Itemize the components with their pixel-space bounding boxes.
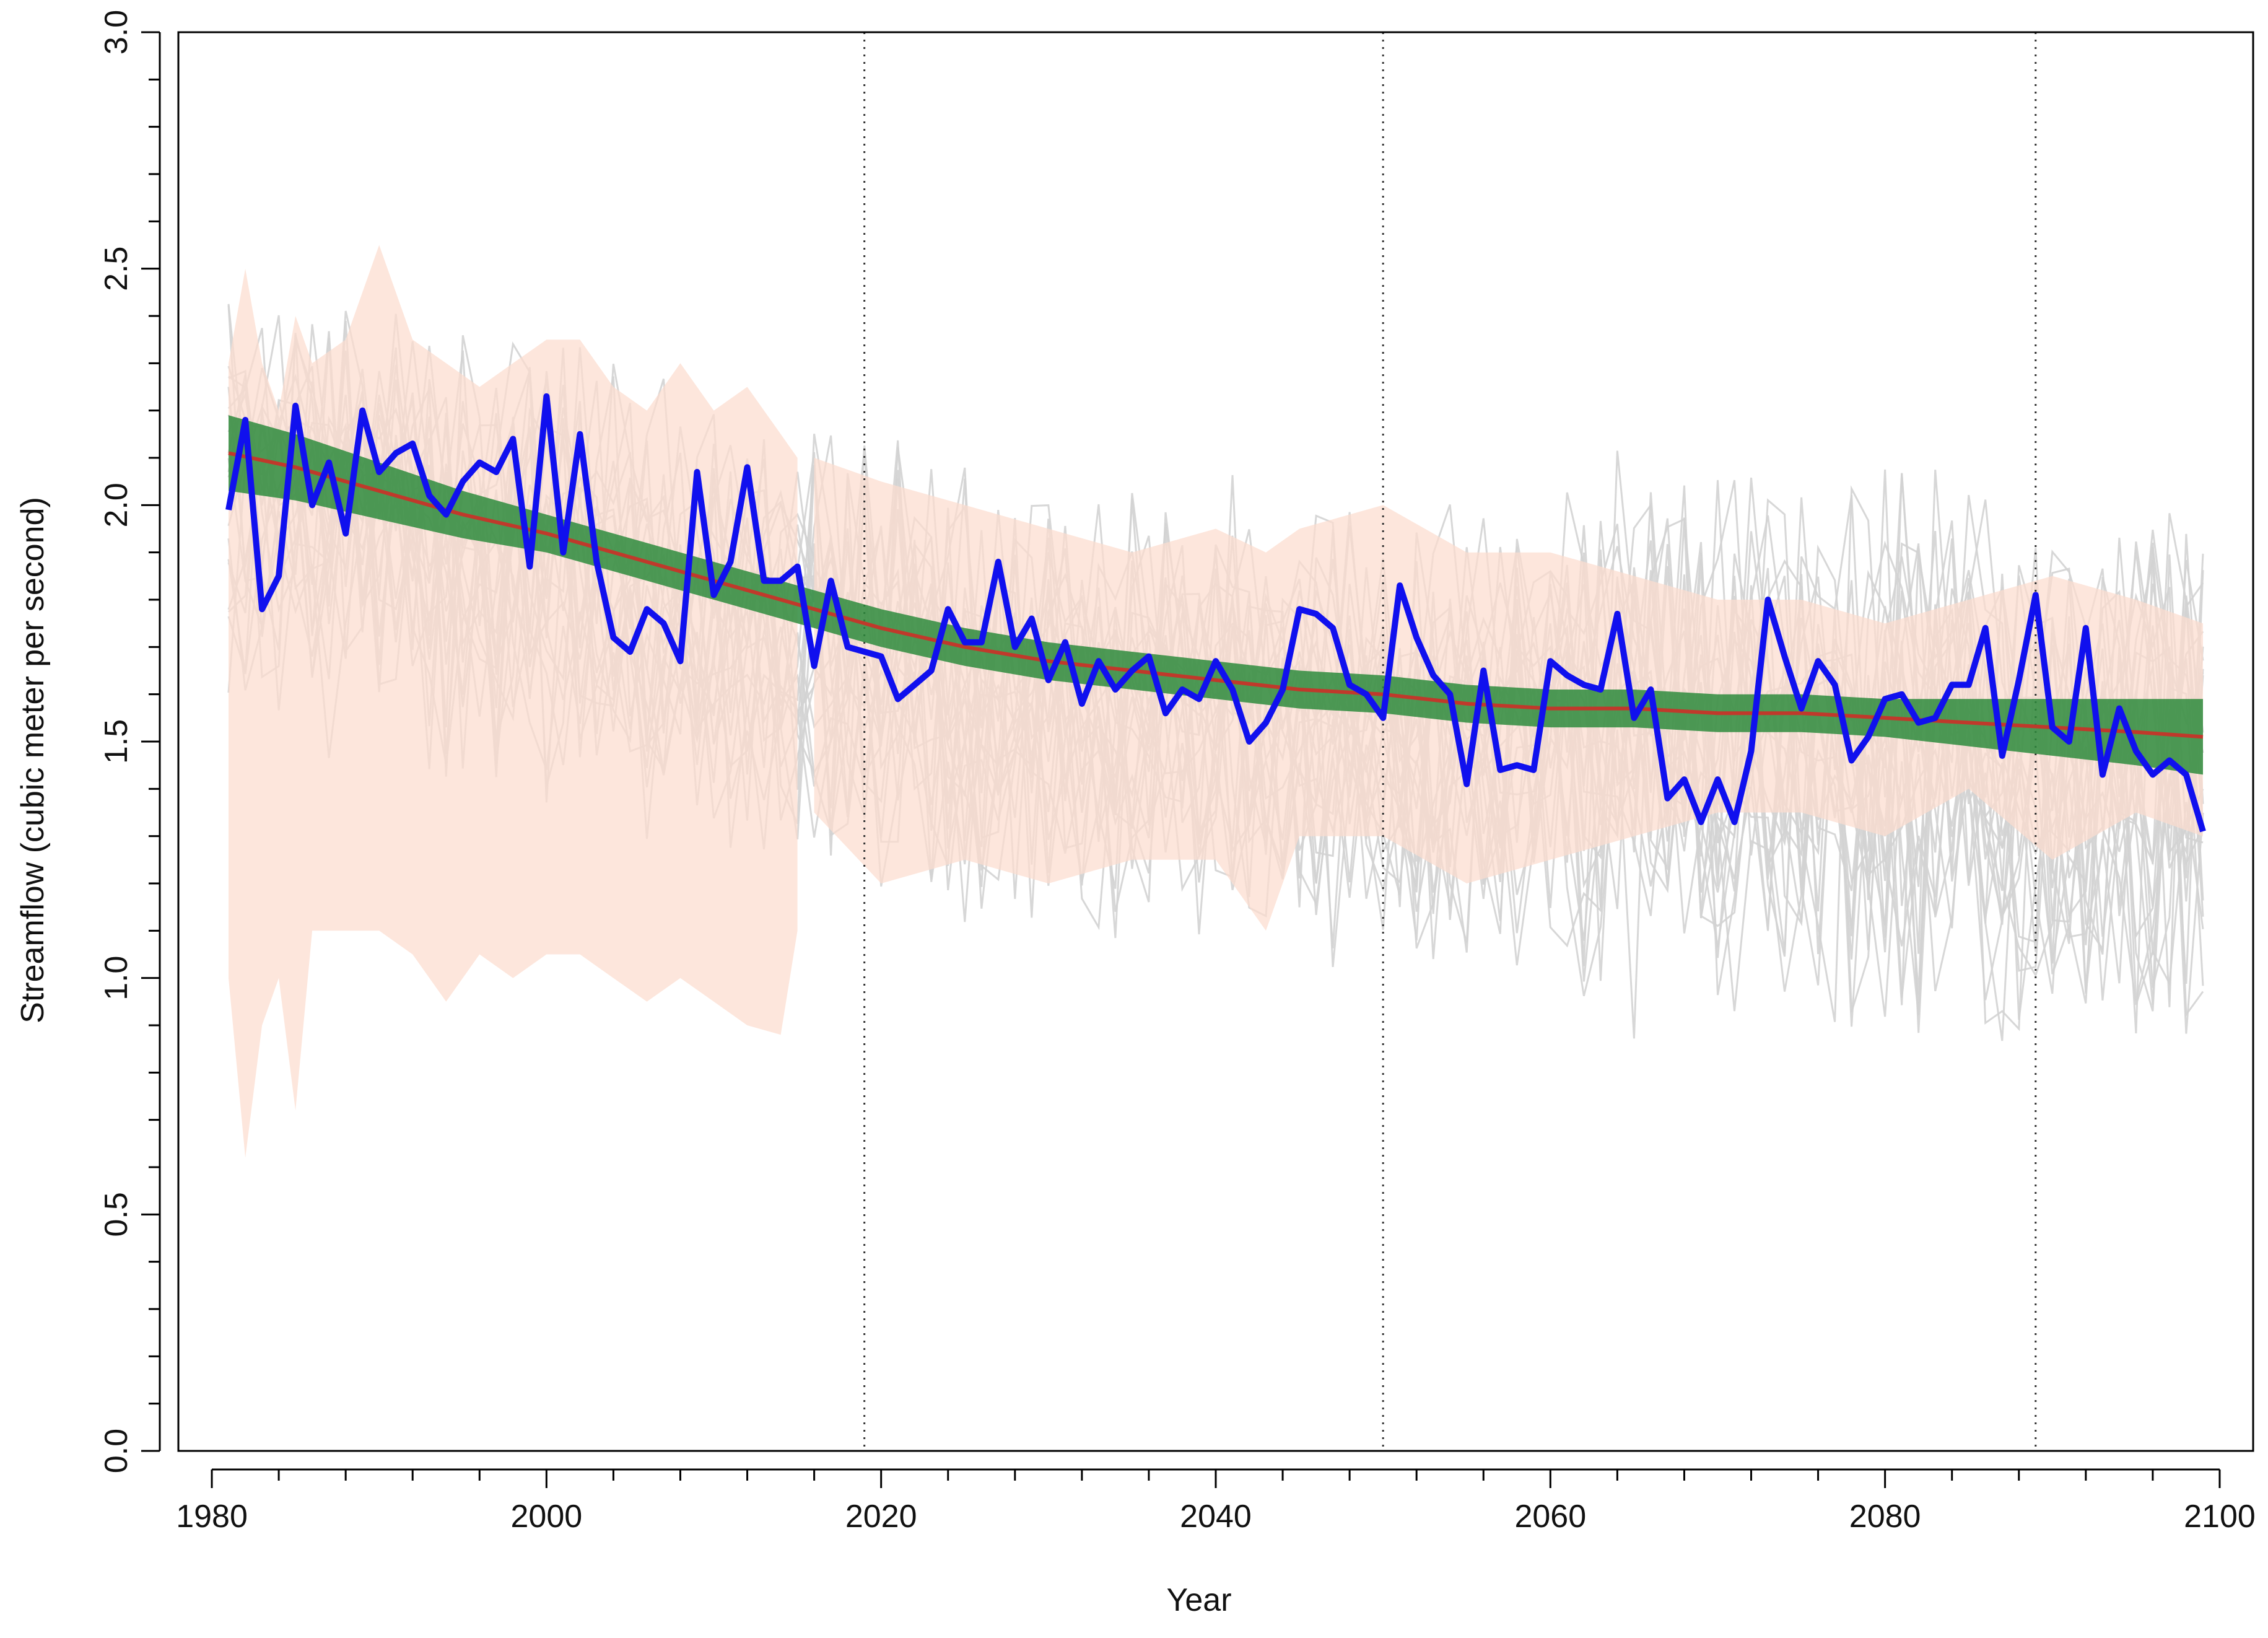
reference-lines-layer — [863, 32, 2037, 1451]
x-axis-title: Year — [1166, 1582, 1231, 1618]
plot-frame — [177, 31, 2254, 1452]
smoothed-trend-line — [228, 451, 2204, 739]
y-tick-label: 0.0 — [98, 1429, 134, 1473]
y-tick-label: 1.5 — [98, 719, 134, 764]
x-tick-label: 1980 — [176, 1499, 248, 1535]
x-tick-label: 2040 — [1180, 1499, 1252, 1535]
x-tick-label: 2100 — [2184, 1499, 2256, 1535]
y-tick-label: 0.5 — [98, 1192, 134, 1237]
y-tick-label: 2.5 — [98, 247, 134, 291]
y-tick-label: 3.0 — [98, 10, 134, 55]
axes-layer: 1980 2000 2020 2040 2060 2080 2100 0.0 0.5 1.0 1.5… — [98, 10, 2256, 1535]
y-tick-label: 1.0 — [98, 956, 134, 1001]
historical-uncertainty-band — [229, 245, 798, 1158]
x-tick-label: 2080 — [1849, 1499, 1921, 1535]
x-tick-label: 2060 — [1514, 1499, 1586, 1535]
x-tick-label: 2000 — [511, 1499, 583, 1535]
observed-series-line — [225, 393, 2206, 833]
y-axis-title: Streamflow (cubic meter per second) — [15, 497, 51, 1023]
observed-series-layer — [225, 393, 2206, 833]
x-tick-label: 2020 — [845, 1499, 917, 1535]
y-tick-label: 2.0 — [98, 483, 134, 527]
